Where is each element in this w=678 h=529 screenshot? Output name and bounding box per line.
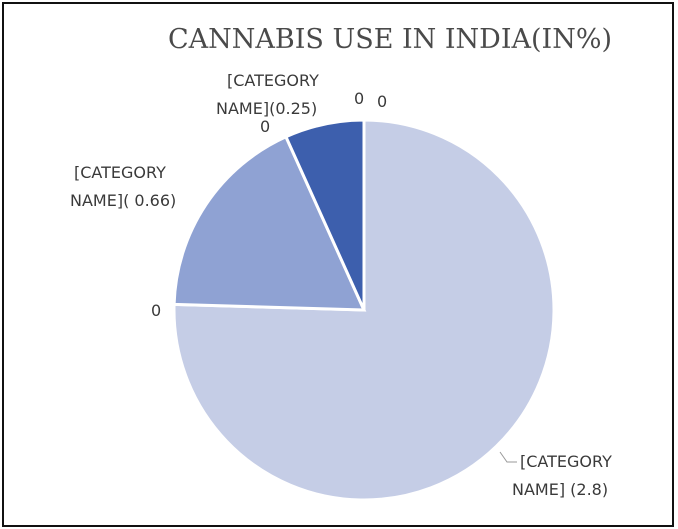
zero-label: 0	[260, 117, 270, 136]
pie-slice-medium	[172, 134, 367, 312]
slice-label-medium: [CATEGORY NAME]( 0.66)	[70, 163, 176, 210]
pie-slice-small	[283, 118, 366, 311]
zero-label: 0	[354, 89, 364, 108]
slice-label-large-line2: NAME] (2.8)	[512, 480, 608, 499]
slice-label-large-line1: [CATEGORY	[520, 452, 612, 471]
slice-label-small: [CATEGORY NAME](0.25)	[216, 71, 324, 118]
slice-label-small-line2: NAME](0.25)	[216, 99, 317, 118]
leader-line	[499, 451, 517, 463]
zero-label: 0	[151, 301, 161, 320]
chart-title: CANNABIS USE IN INDIA(IN%)	[168, 24, 612, 55]
zero-label: 0	[377, 92, 387, 111]
slice-label-large: [CATEGORY NAME] (2.8)	[512, 452, 617, 499]
slice-label-medium-line1: [CATEGORY	[74, 163, 166, 182]
slice-label-medium-line2: NAME]( 0.66)	[70, 191, 176, 210]
pie-slices	[172, 118, 556, 502]
slice-label-small-line1: [CATEGORY	[227, 71, 319, 90]
